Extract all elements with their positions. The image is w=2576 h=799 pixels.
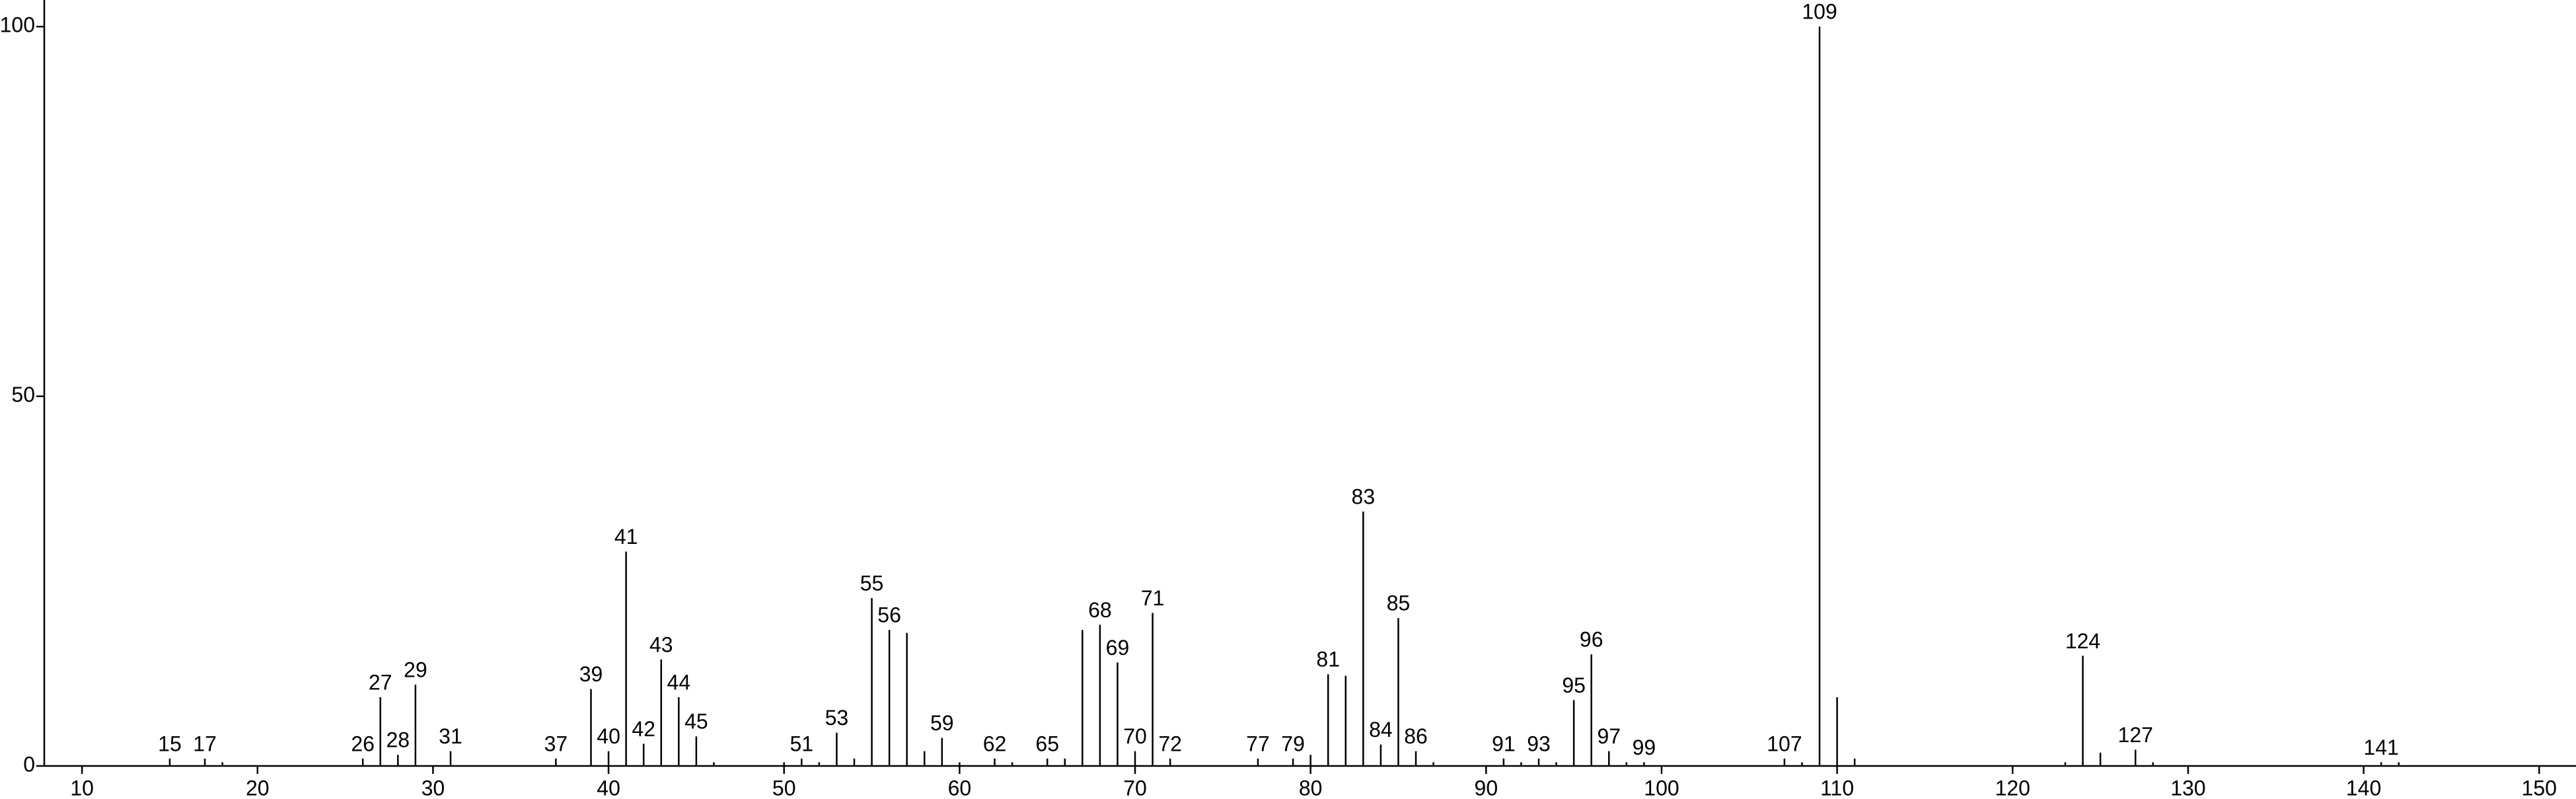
x-tick-label: 110 [1820,776,1854,799]
peak-label: 86 [1404,724,1428,748]
peak-label: 70 [1123,724,1147,748]
x-tick-label: 30 [422,776,445,799]
peak-label: 81 [1316,648,1340,671]
peak-label: 124 [2065,629,2100,653]
x-tick-label: 130 [2170,776,2205,799]
peak-label: 79 [1281,732,1305,755]
x-tick-label: 90 [1475,776,1498,799]
x-tick-label: 140 [2346,776,2381,799]
peak-label: 26 [351,732,375,755]
peak-label: 99 [1633,736,1656,759]
x-tick-label: 150 [2522,776,2557,799]
peak-label: 85 [1387,591,1411,615]
peak-label: 109 [1802,0,1837,24]
peak-label: 56 [877,603,901,627]
peak-label: 93 [1527,732,1551,755]
peak-label: 141 [2363,736,2398,759]
peak-label: 51 [790,732,813,755]
peak-label: 28 [386,728,410,752]
x-tick-label: 80 [1299,776,1323,799]
peak-label: 53 [825,706,849,730]
peak-label: 55 [860,572,884,595]
peak-label: 17 [193,732,217,755]
y-tick-label: 0 [23,752,35,776]
y-tick-label: 50 [11,383,35,406]
peak-label: 39 [579,662,603,686]
x-tick-label: 50 [772,776,796,799]
peak-label: 40 [597,724,620,748]
peak-label: 31 [439,724,462,748]
y-tick-label: 100 [0,13,35,37]
peak-label: 59 [930,711,954,735]
peak-label: 127 [2118,723,2153,747]
x-tick-label: 100 [1644,776,1679,799]
peak-label: 77 [1246,732,1270,755]
peak-label: 71 [1141,586,1165,610]
x-tick-label: 10 [70,776,94,799]
x-tick-label: 70 [1123,776,1147,799]
peak-label: 84 [1369,718,1393,742]
peak-label: 45 [684,710,708,734]
x-tick-label: 120 [1995,776,2030,799]
peak-label: 96 [1580,628,1603,652]
peak-label: 62 [983,732,1007,755]
x-tick-label: 40 [597,776,620,799]
peak-label: 43 [649,632,673,656]
peak-label: 91 [1492,732,1516,755]
x-tick-label: 60 [948,776,972,799]
peak-label: 107 [1767,732,1802,755]
peak-label: 27 [369,670,392,694]
peak-label: 95 [1562,673,1586,697]
x-tick-label: 20 [246,776,270,799]
peak-label: 44 [667,670,691,694]
peak-label: 41 [614,525,638,549]
peak-label: 42 [632,717,655,741]
peak-label: 65 [1035,732,1059,755]
peak-label: 15 [158,732,182,755]
peak-label: 83 [1352,485,1376,509]
peak-label: 69 [1106,636,1130,660]
peak-label: 37 [544,732,568,755]
peak-label: 97 [1597,724,1621,748]
peak-label: 29 [404,658,427,681]
peak-label: 68 [1088,598,1112,622]
peak-label: 72 [1158,732,1182,755]
